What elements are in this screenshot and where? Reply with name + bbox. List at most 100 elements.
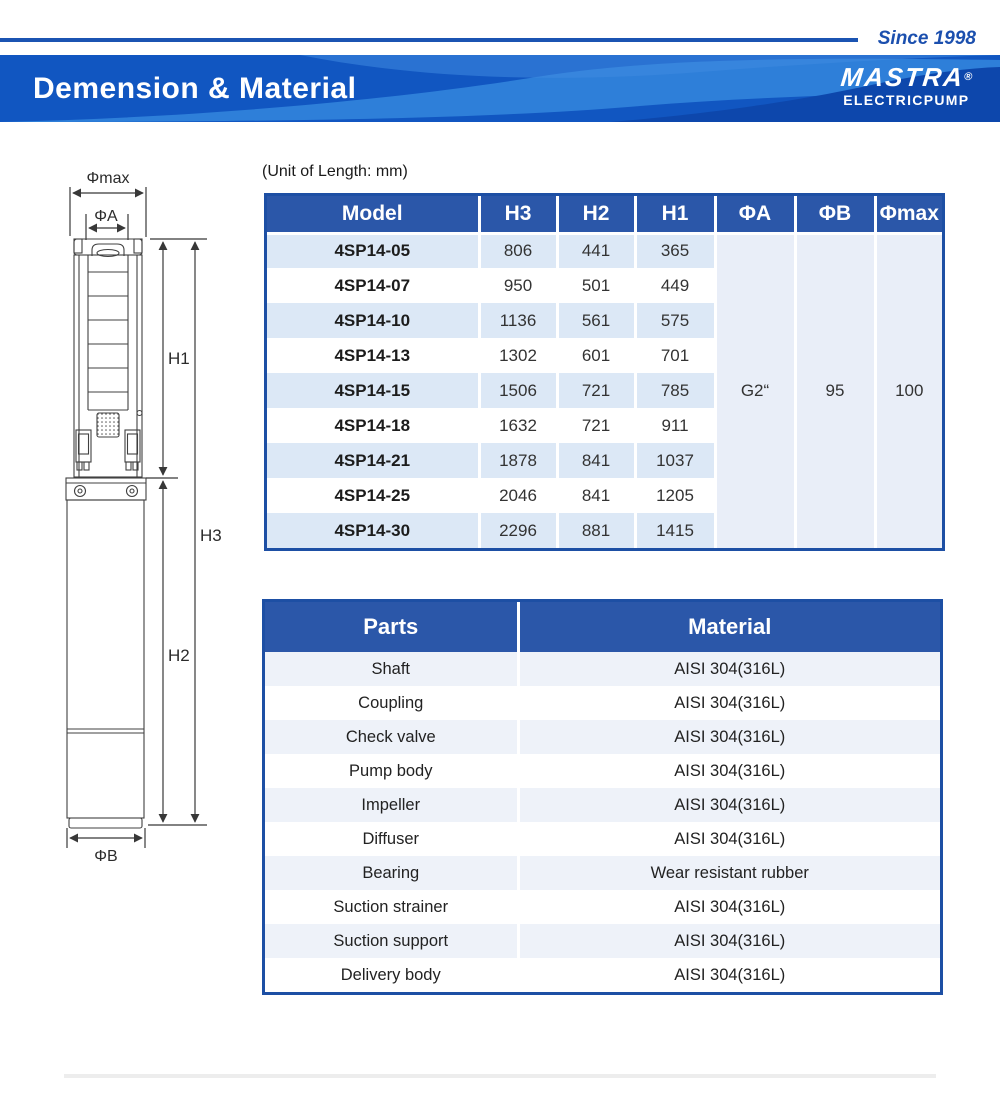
material-cell: AISI 304(316L) xyxy=(516,890,940,924)
registered-trademark-icon: ® xyxy=(963,71,973,83)
model-cell: 4SP14-21 xyxy=(267,443,479,478)
column-header-phia: ΦA xyxy=(713,196,795,235)
h1-cell: 701 xyxy=(633,338,715,373)
h1-cell: 785 xyxy=(633,373,715,408)
table-row: 4SP14-25 2046 841 1205 xyxy=(267,478,942,513)
dim-label-h2: H2 xyxy=(168,646,190,665)
table-row: Bearing Wear resistant rubber xyxy=(265,856,940,890)
part-cell: Pump body xyxy=(265,754,518,788)
material-cell: AISI 304(316L) xyxy=(516,958,940,992)
table-row: 4SP14-10 1136 561 575 xyxy=(267,303,942,338)
section-header-banner: Demension & Material MASTRA® ELECTRICPUM… xyxy=(0,55,1000,122)
h2-cell: 841 xyxy=(555,443,635,478)
table-row: 4SP14-13 1302 601 701 xyxy=(267,338,942,373)
dim-label-phimax: Φmax xyxy=(87,170,130,187)
column-header-material: Material xyxy=(516,602,940,652)
table-row: 4SP14-30 2296 881 1415 xyxy=(267,513,942,548)
table-row: 4SP14-15 1506 721 785 xyxy=(267,373,942,408)
banner-wave-background xyxy=(0,55,1000,122)
column-header-model: Model xyxy=(267,196,479,235)
dim-label-phia: ΦA xyxy=(94,208,118,225)
part-cell: Diffuser xyxy=(265,822,518,856)
part-cell: Bearing xyxy=(265,856,518,890)
shared-phib-cell: 95 xyxy=(793,233,875,548)
h1-cell: 911 xyxy=(633,408,715,443)
h3-cell: 1878 xyxy=(477,443,557,478)
model-cell: 4SP14-10 xyxy=(267,303,479,338)
pump-diagram: Φmax ΦA H1 H3 H2 ΦB xyxy=(65,170,222,865)
model-cell: 4SP14-13 xyxy=(267,338,479,373)
column-header-phib: ΦB xyxy=(793,196,875,235)
brand-logo: MASTRA® ELECTRICPUMP xyxy=(839,62,973,109)
footer-divider xyxy=(64,1074,936,1078)
table-row: 4SP14-05 806 441 365 G2“ 95 100 xyxy=(267,233,942,548)
h1-cell: 1415 xyxy=(633,513,715,548)
h3-cell: 2046 xyxy=(477,478,557,513)
model-cell: 4SP14-30 xyxy=(267,513,479,548)
h3-cell: 2296 xyxy=(477,513,557,548)
table-row: Impeller AISI 304(316L) xyxy=(265,788,940,822)
column-header-phimax: Φmax xyxy=(873,196,942,235)
dimension-table: Model H3 H2 H1 ΦA ΦB Φmax 4SP14-05 806 4… xyxy=(264,193,945,551)
model-cell: 4SP14-07 xyxy=(267,268,479,303)
dim-label-h1: H1 xyxy=(168,349,190,368)
h2-cell: 721 xyxy=(555,408,635,443)
table-row: Check valve AISI 304(316L) xyxy=(265,720,940,754)
h1-cell: 1205 xyxy=(633,478,715,513)
table-row: Diffuser AISI 304(316L) xyxy=(265,822,940,856)
since-1998-label: Since 1998 xyxy=(877,28,976,49)
h2-cell: 841 xyxy=(555,478,635,513)
material-cell: AISI 304(316L) xyxy=(516,924,940,958)
table-row: Coupling AISI 304(316L) xyxy=(265,686,940,720)
part-cell: Suction strainer xyxy=(265,890,518,924)
unit-of-length-note: (Unit of Length: mm) xyxy=(262,163,408,180)
page-title: Demension & Material xyxy=(33,72,357,105)
h3-cell: 950 xyxy=(477,268,557,303)
table-row: 4SP14-07 950 501 449 xyxy=(267,268,942,303)
dim-label-h3: H3 xyxy=(200,526,222,545)
model-cell: 4SP14-05 xyxy=(267,233,479,268)
h3-cell: 806 xyxy=(477,233,557,268)
h2-cell: 881 xyxy=(555,513,635,548)
material-table: Parts Material Shaft AISI 304(316L) Coup… xyxy=(262,599,943,995)
part-cell: Check valve xyxy=(265,720,518,754)
table-row: Suction strainer AISI 304(316L) xyxy=(265,890,940,924)
h3-cell: 1506 xyxy=(477,373,557,408)
h2-cell: 441 xyxy=(555,233,635,268)
top-rule xyxy=(0,38,858,42)
pump-outline xyxy=(65,238,147,829)
column-header-h1: H1 xyxy=(633,196,715,235)
h3-cell: 1632 xyxy=(477,408,557,443)
dimension-lines xyxy=(66,187,207,848)
model-cell: 4SP14-18 xyxy=(267,408,479,443)
part-cell: Delivery body xyxy=(265,958,518,992)
column-header-parts: Parts xyxy=(265,602,518,652)
brand-subtitle: ELECTRICPUMP xyxy=(843,92,970,108)
h1-cell: 1037 xyxy=(633,443,715,478)
shared-phia-cell: G2“ xyxy=(713,233,795,548)
h2-cell: 561 xyxy=(555,303,635,338)
h1-cell: 449 xyxy=(633,268,715,303)
h1-cell: 575 xyxy=(633,303,715,338)
model-cell: 4SP14-25 xyxy=(267,478,479,513)
part-cell: Shaft xyxy=(265,652,518,686)
material-cell: AISI 304(316L) xyxy=(516,720,940,754)
table-row: 4SP14-21 1878 841 1037 xyxy=(267,443,942,478)
column-header-h2: H2 xyxy=(555,196,635,235)
material-cell: AISI 304(316L) xyxy=(516,686,940,720)
h2-cell: 501 xyxy=(555,268,635,303)
material-cell: Wear resistant rubber xyxy=(516,856,940,890)
h2-cell: 721 xyxy=(555,373,635,408)
table-row: Delivery body AISI 304(316L) xyxy=(265,958,940,992)
material-cell: AISI 304(316L) xyxy=(516,754,940,788)
dimension-labels: Φmax ΦA H1 H3 H2 ΦB xyxy=(87,170,222,865)
h3-cell: 1302 xyxy=(477,338,557,373)
table-row: Suction support AISI 304(316L) xyxy=(265,924,940,958)
dim-label-phib: ΦB xyxy=(94,848,117,865)
material-cell: AISI 304(316L) xyxy=(516,822,940,856)
dimension-table-header-row: Model H3 H2 H1 ΦA ΦB Φmax xyxy=(267,196,942,235)
model-cell: 4SP14-15 xyxy=(267,373,479,408)
material-cell: AISI 304(316L) xyxy=(516,788,940,822)
brand-wordmark: MASTRA xyxy=(839,62,966,92)
shared-phimax-cell: 100 xyxy=(873,233,942,548)
